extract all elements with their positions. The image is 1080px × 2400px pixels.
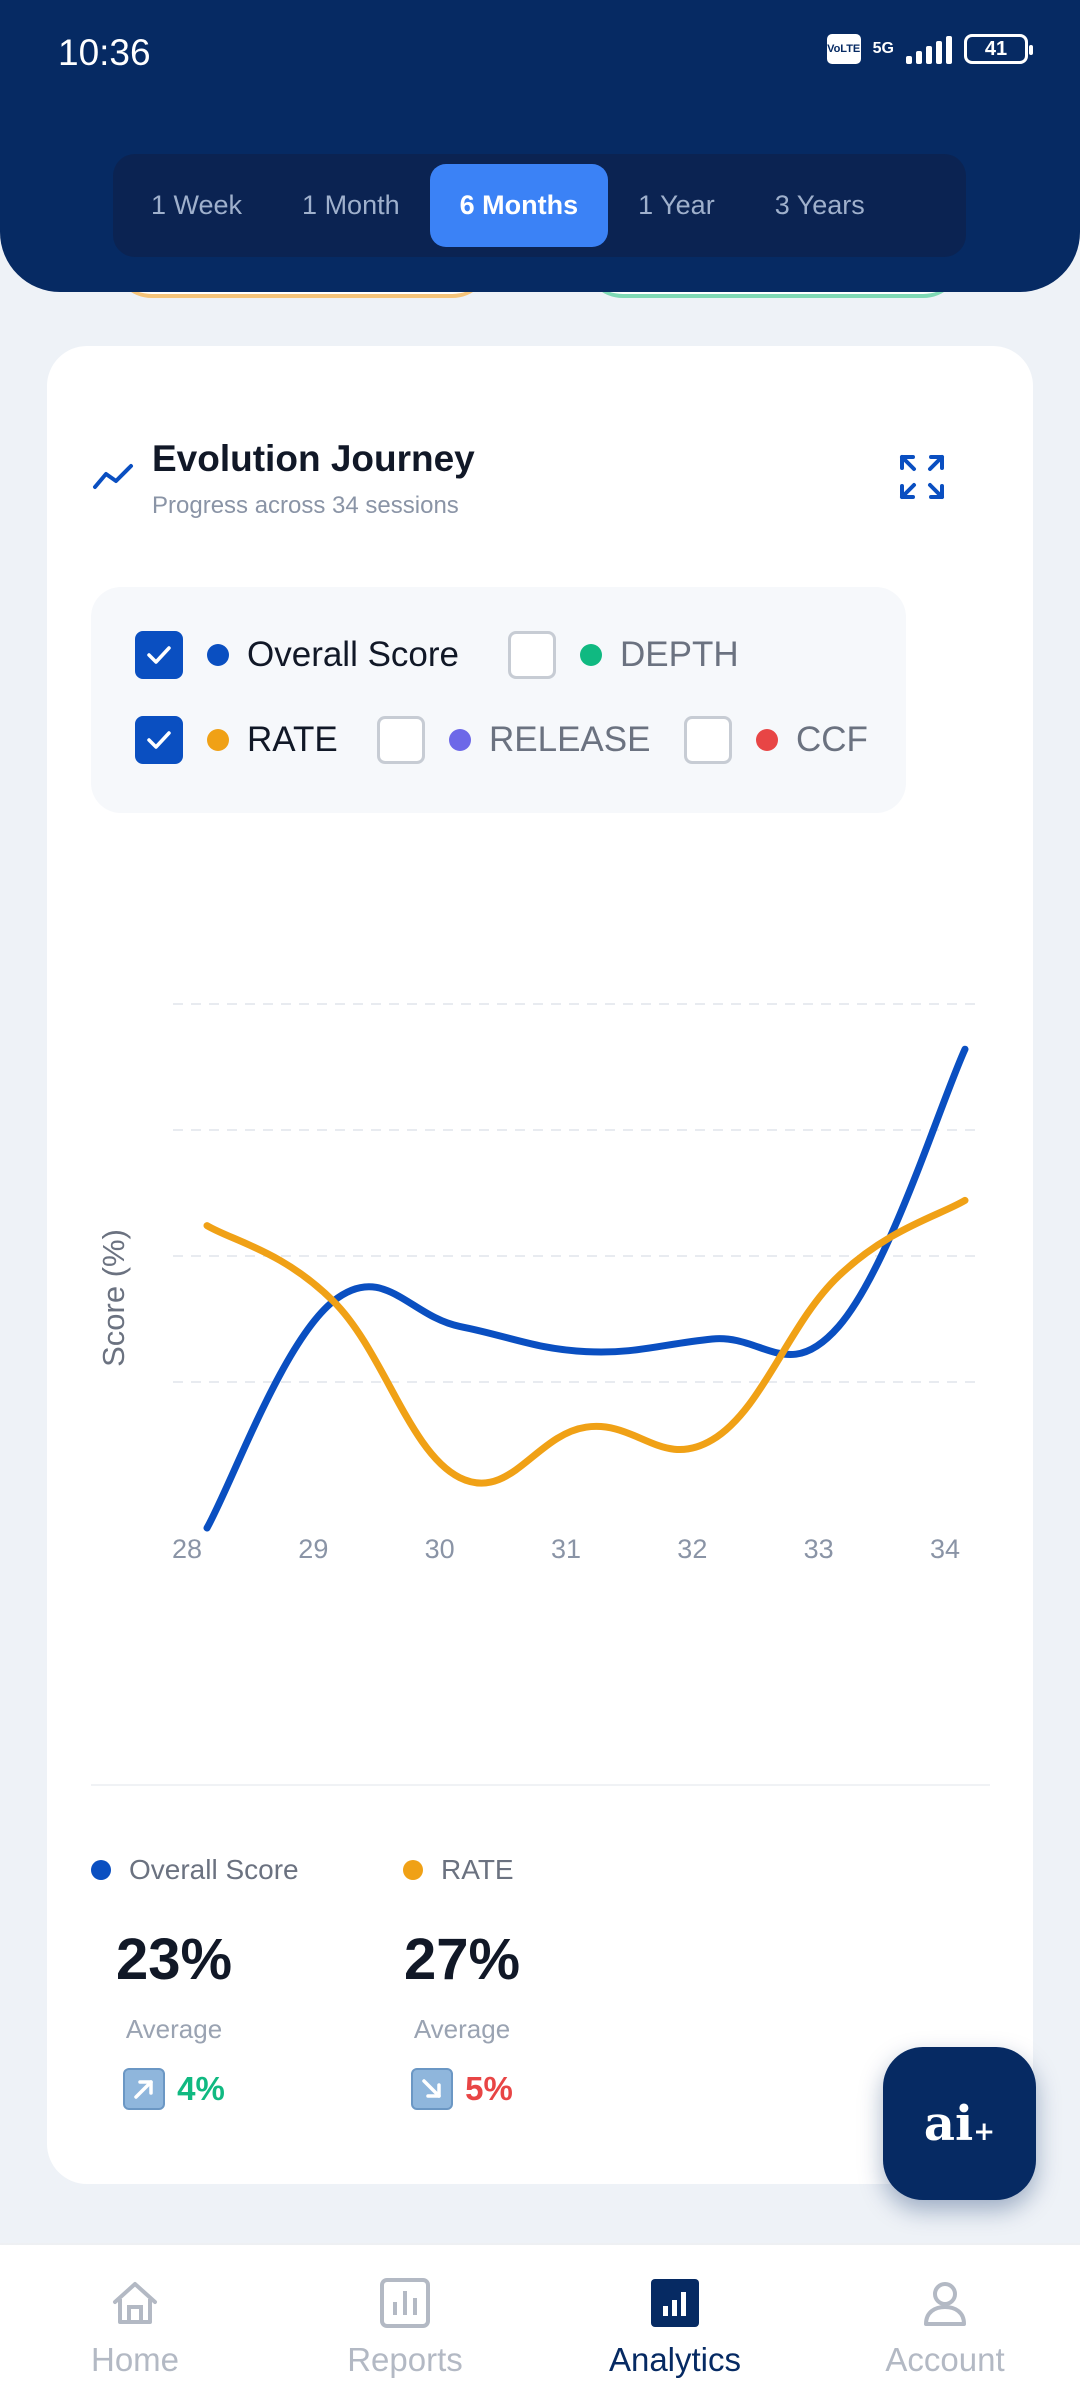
volte-icon: VoLTE	[826, 34, 861, 64]
stat-overall-score: Overall Score 23% Average 4%	[91, 1854, 331, 2110]
legend-dot	[580, 644, 602, 666]
legend-dot	[207, 729, 229, 751]
bottom-nav: Home Reports Analytics Account	[0, 2243, 1080, 2400]
fab-label: ai	[923, 2095, 974, 2152]
nav-label: Analytics	[608, 2341, 742, 2378]
x-tick-label: 30	[425, 1534, 455, 1564]
stat-value: 23%	[115, 1927, 233, 1992]
stat-name: RATE	[441, 1854, 514, 1885]
card-title: Evolution Journey	[152, 438, 475, 479]
status-time: 10:36	[58, 32, 151, 73]
checkbox-release[interactable]	[377, 716, 425, 764]
stat-legend: RATE	[403, 1854, 643, 1886]
arrow-down-right-icon	[411, 2068, 454, 2110]
tab-6-months[interactable]: 6 Months	[429, 164, 609, 247]
legend-label: DEPTH	[620, 635, 739, 674]
checkbox-overall-score[interactable]	[135, 631, 183, 679]
nav-reports[interactable]: Reports	[270, 2245, 540, 2400]
tab-1-year[interactable]: 1 Year	[638, 190, 715, 220]
stat-change: 4%	[54, 2068, 294, 2110]
series-line-rate	[203, 1196, 969, 1487]
nav-label: Account	[885, 2341, 1005, 2378]
stat-change-value: 5%	[465, 2070, 513, 2107]
tab-1-month[interactable]: 1 Month	[302, 190, 400, 220]
reports-icon	[377, 2275, 433, 2331]
divider	[91, 1784, 990, 1786]
stat-name: Overall Score	[129, 1854, 299, 1885]
nav-label: Home	[90, 2341, 180, 2378]
fab-plus: +	[973, 2116, 996, 2147]
check-icon	[147, 646, 171, 664]
legend-dot	[449, 729, 471, 751]
legend-item-ccf[interactable]: CCF	[684, 716, 868, 764]
signal-icon	[906, 34, 952, 64]
nav-label: Reports	[347, 2341, 463, 2378]
legend-dot	[756, 729, 778, 751]
series-line-overall-score	[203, 1045, 969, 1532]
status-icons: VoLTE 5G 41	[826, 34, 1033, 64]
legend-label: Overall Score	[247, 635, 460, 674]
legend-dot	[207, 644, 229, 666]
nav-home[interactable]: Home	[0, 2245, 270, 2400]
checkbox-rate[interactable]	[135, 716, 183, 764]
legend-label: RELEASE	[489, 720, 651, 759]
battery-icon: 41	[964, 34, 1033, 64]
legend-item-overall-score[interactable]: Overall Score	[135, 631, 459, 679]
x-tick-label: 34	[930, 1534, 960, 1564]
tab-3-years[interactable]: 3 Years	[774, 190, 865, 220]
battery-level: 41	[984, 37, 1008, 60]
legend-label: CCF	[796, 720, 868, 759]
network-type: 5G	[872, 40, 894, 57]
expand-icon[interactable]	[899, 454, 945, 500]
trend-line-icon	[93, 464, 133, 489]
account-icon	[917, 2275, 973, 2331]
stat-change: 5%	[342, 2068, 582, 2110]
arrow-up-right-icon	[123, 2068, 166, 2110]
stat-sub: Average	[413, 2014, 511, 2044]
stat-rate: RATE 27% Average 5%	[403, 1854, 643, 2110]
analytics-icon	[647, 2275, 703, 2331]
check-icon	[147, 731, 171, 749]
stat-value: 27%	[403, 1927, 521, 1992]
header: 10:36 VoLTE 5G 41 1 Week 1 Month 6 Month…	[0, 0, 1080, 292]
series-legend: Overall Score DEPTH RATE RELEASE CCF	[91, 587, 906, 813]
x-tick-label: 31	[551, 1534, 581, 1564]
x-tick-label: 32	[677, 1534, 707, 1564]
ai-assistant-button[interactable]: ai +	[883, 2047, 1036, 2200]
nav-account[interactable]: Account	[810, 2245, 1080, 2400]
stat-legend: Overall Score	[91, 1854, 331, 1886]
legend-item-rate[interactable]: RATE	[135, 716, 338, 764]
legend-item-release[interactable]: RELEASE	[377, 716, 650, 764]
checkbox-depth[interactable]	[508, 631, 556, 679]
range-tabs: 1 Week 1 Month 6 Months 1 Year 3 Years	[113, 154, 966, 257]
checkbox-ccf[interactable]	[684, 716, 732, 764]
stat-change-value: 4%	[177, 2070, 225, 2107]
evolution-chart: Score (%) 28 29 30 31 32 33 34	[96, 1003, 977, 1564]
legend-label: RATE	[247, 720, 338, 759]
legend-item-depth[interactable]: DEPTH	[508, 631, 739, 679]
nav-analytics[interactable]: Analytics	[540, 2245, 810, 2400]
card-subtitle: Progress across 34 sessions	[152, 492, 459, 519]
y-axis-label: Score (%)	[96, 1229, 131, 1367]
home-icon	[107, 2275, 163, 2331]
x-tick-label: 28	[172, 1534, 202, 1564]
x-tick-label: 33	[804, 1534, 834, 1564]
x-tick-label: 29	[298, 1534, 328, 1564]
tab-1-week[interactable]: 1 Week	[151, 190, 243, 220]
stat-sub: Average	[125, 2014, 223, 2044]
